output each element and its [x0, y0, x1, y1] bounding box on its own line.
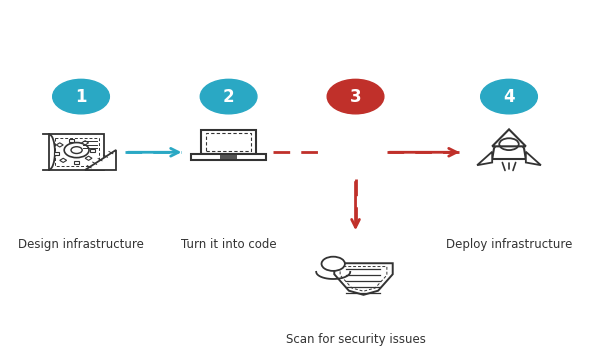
Circle shape	[321, 257, 345, 271]
Polygon shape	[191, 153, 266, 160]
Bar	[60, 158, 67, 163]
Text: 3: 3	[350, 88, 361, 106]
Polygon shape	[201, 130, 256, 153]
Text: Turn it into code: Turn it into code	[181, 239, 277, 252]
Polygon shape	[334, 263, 393, 295]
Text: Deploy infrastructure: Deploy infrastructure	[446, 239, 572, 252]
Polygon shape	[526, 152, 541, 165]
Text: 2: 2	[223, 88, 234, 106]
Bar	[85, 156, 92, 160]
Polygon shape	[49, 134, 104, 170]
Polygon shape	[492, 129, 526, 146]
Text: 4: 4	[503, 88, 515, 106]
Text: 1: 1	[75, 88, 87, 106]
Bar	[54, 152, 58, 155]
Circle shape	[327, 79, 384, 114]
Circle shape	[481, 79, 538, 114]
Polygon shape	[492, 140, 526, 159]
Bar	[220, 156, 237, 159]
Circle shape	[200, 79, 257, 114]
Polygon shape	[477, 152, 492, 165]
Text: Scan for security issues: Scan for security issues	[285, 333, 426, 346]
Polygon shape	[85, 150, 116, 170]
Bar	[74, 161, 79, 164]
Bar	[89, 149, 95, 152]
Text: Design infrastructure: Design infrastructure	[18, 239, 144, 252]
Bar	[82, 141, 89, 145]
Bar	[69, 139, 74, 142]
Circle shape	[52, 79, 109, 114]
Bar	[56, 143, 63, 147]
